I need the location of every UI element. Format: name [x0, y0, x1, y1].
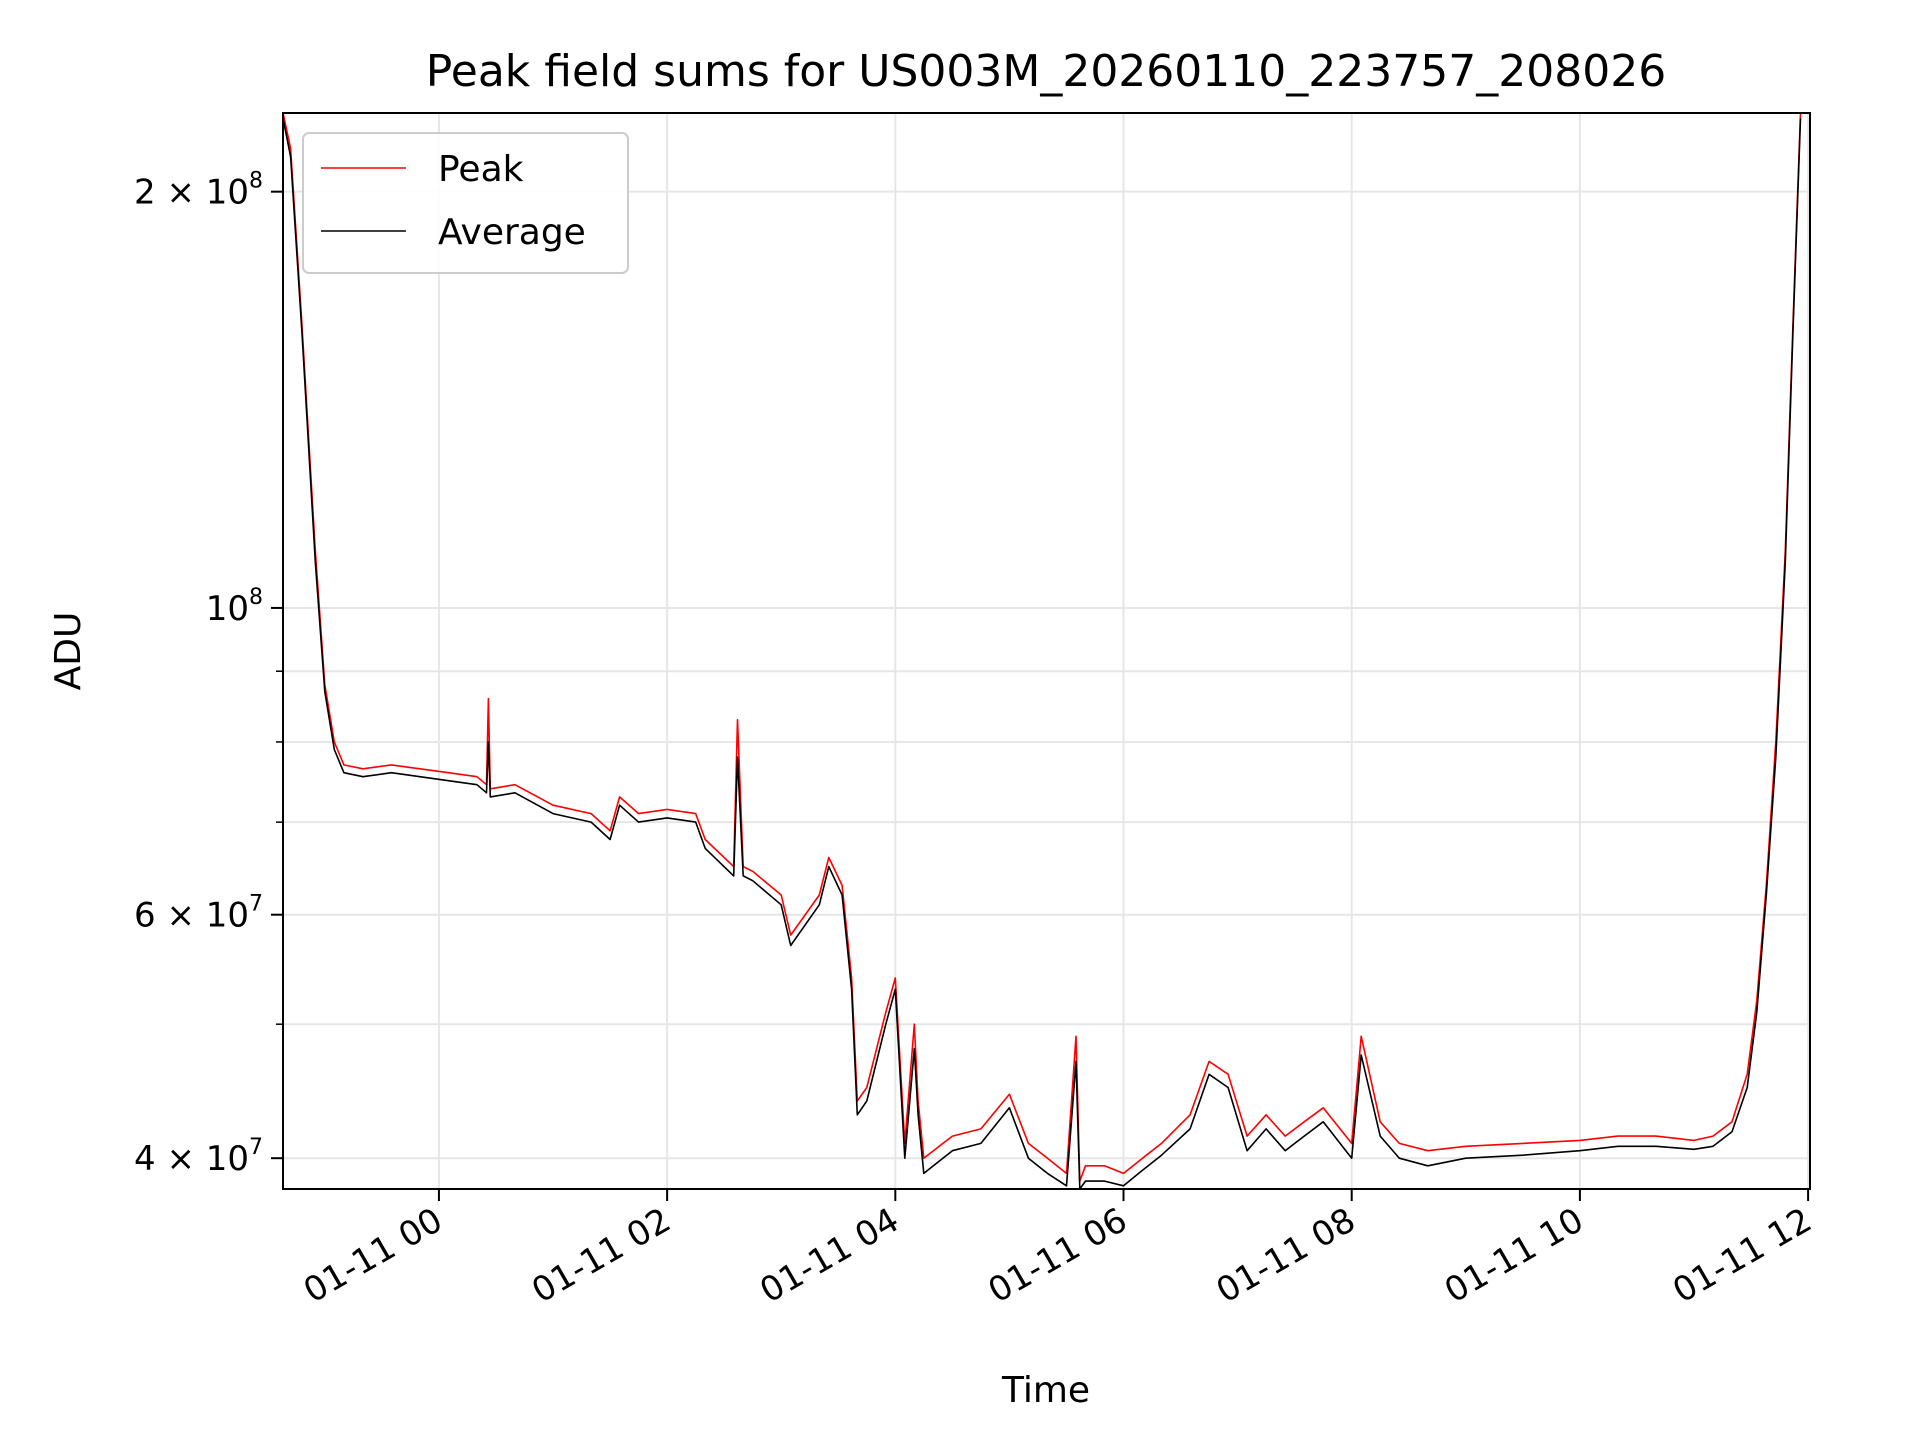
- plot-frame: [282, 112, 1811, 1190]
- legend-label-peak: Peak: [438, 149, 524, 190]
- series-line-average: [283, 118, 1802, 1189]
- grid: [283, 113, 1810, 1189]
- x-axis-label: Time: [1001, 1370, 1090, 1411]
- y-axis-label: ADU: [48, 612, 89, 691]
- plot-area: [283, 113, 1802, 1189]
- chart-title: Peak field sums for US003M_20260110_2237…: [426, 46, 1666, 97]
- legend-label-average: Average: [438, 212, 586, 253]
- y-tick-label: 2 × 108: [134, 169, 263, 213]
- y-tick-label: 6 × 107: [134, 892, 263, 936]
- y-tick-label: 4 × 107: [134, 1135, 263, 1179]
- y-tick-label: 108: [206, 585, 263, 629]
- legend: Peak Average: [302, 132, 629, 274]
- y-axis: 4 × 107 6 × 107 108 2 × 108: [134, 169, 283, 1179]
